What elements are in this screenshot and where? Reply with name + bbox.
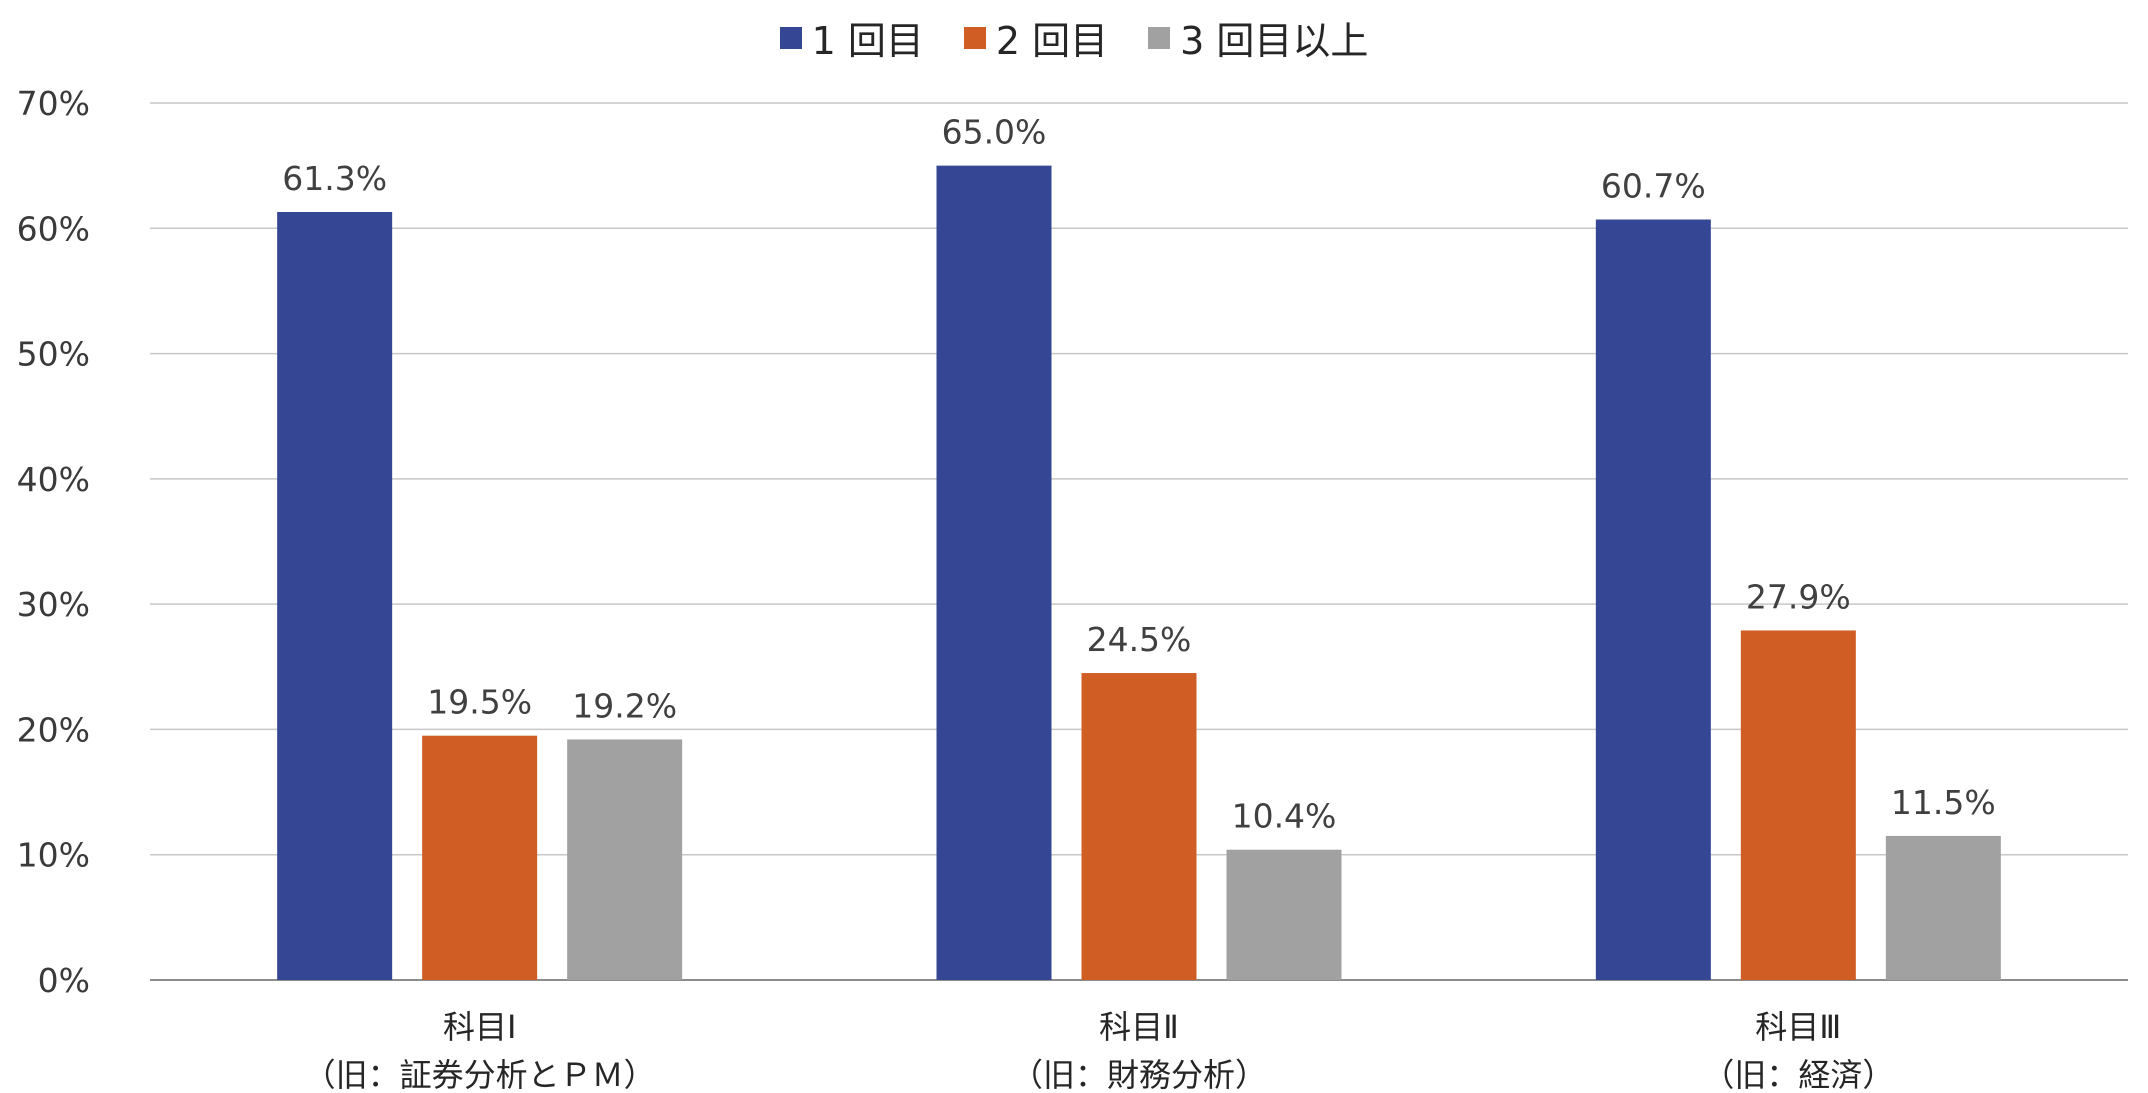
x-category-label: （旧：証券分析とＰＭ） (304, 1056, 656, 1093)
legend-swatch-series-3 (1148, 26, 1171, 49)
bar (277, 211, 393, 981)
legend-item-series-2: 2 回目 (963, 10, 1109, 65)
y-tick-label: 70% (17, 84, 90, 123)
legend: 1 回目 2 回目 3 回目以上 (0, 10, 2148, 65)
data-label: 24.5% (1087, 620, 1192, 659)
x-category-label: 科目Ⅲ (1755, 1008, 1841, 1046)
bar (567, 739, 683, 980)
y-tick-label: 50% (17, 335, 90, 374)
x-category-label: （旧：財務分析） (1011, 1056, 1267, 1093)
legend-item-series-3: 3 回目以上 (1148, 10, 1368, 65)
data-label: 10.4% (1232, 797, 1337, 836)
data-label: 11.5% (1891, 783, 1996, 822)
y-tick-label: 0% (38, 961, 90, 1000)
legend-label-series-1: 1 回目 (811, 19, 924, 63)
bar (422, 735, 538, 980)
bar (1226, 849, 1342, 980)
bar (1885, 835, 2001, 980)
bar (1740, 630, 1856, 980)
bar (1595, 219, 1711, 980)
data-label: 19.5% (427, 683, 532, 722)
data-label: 27.9% (1746, 577, 1851, 616)
legend-swatch-series-2 (963, 26, 986, 49)
bar (1081, 673, 1197, 980)
legend-item-series-1: 1 回目 (779, 10, 924, 65)
data-label: 60.7% (1601, 167, 1706, 206)
y-tick-label: 30% (17, 585, 90, 624)
data-label: 19.2% (572, 686, 677, 725)
x-category-label: 科目Ⅰ (443, 1008, 516, 1046)
legend-label-series-3: 3 回目以上 (1180, 19, 1369, 63)
y-tick-label: 40% (17, 460, 90, 499)
x-category-label: （旧：経済） (1702, 1056, 1894, 1093)
y-tick-label: 10% (17, 836, 90, 875)
legend-label-series-2: 2 回目 (995, 19, 1109, 63)
bar (936, 165, 1052, 981)
y-tick-label: 60% (17, 209, 90, 248)
legend-swatch-series-1 (779, 26, 802, 49)
data-label: 61.3% (282, 159, 387, 198)
data-label: 65.0% (942, 113, 1047, 152)
y-tick-label: 20% (17, 710, 90, 749)
x-category-label: 科目Ⅱ (1099, 1008, 1179, 1046)
